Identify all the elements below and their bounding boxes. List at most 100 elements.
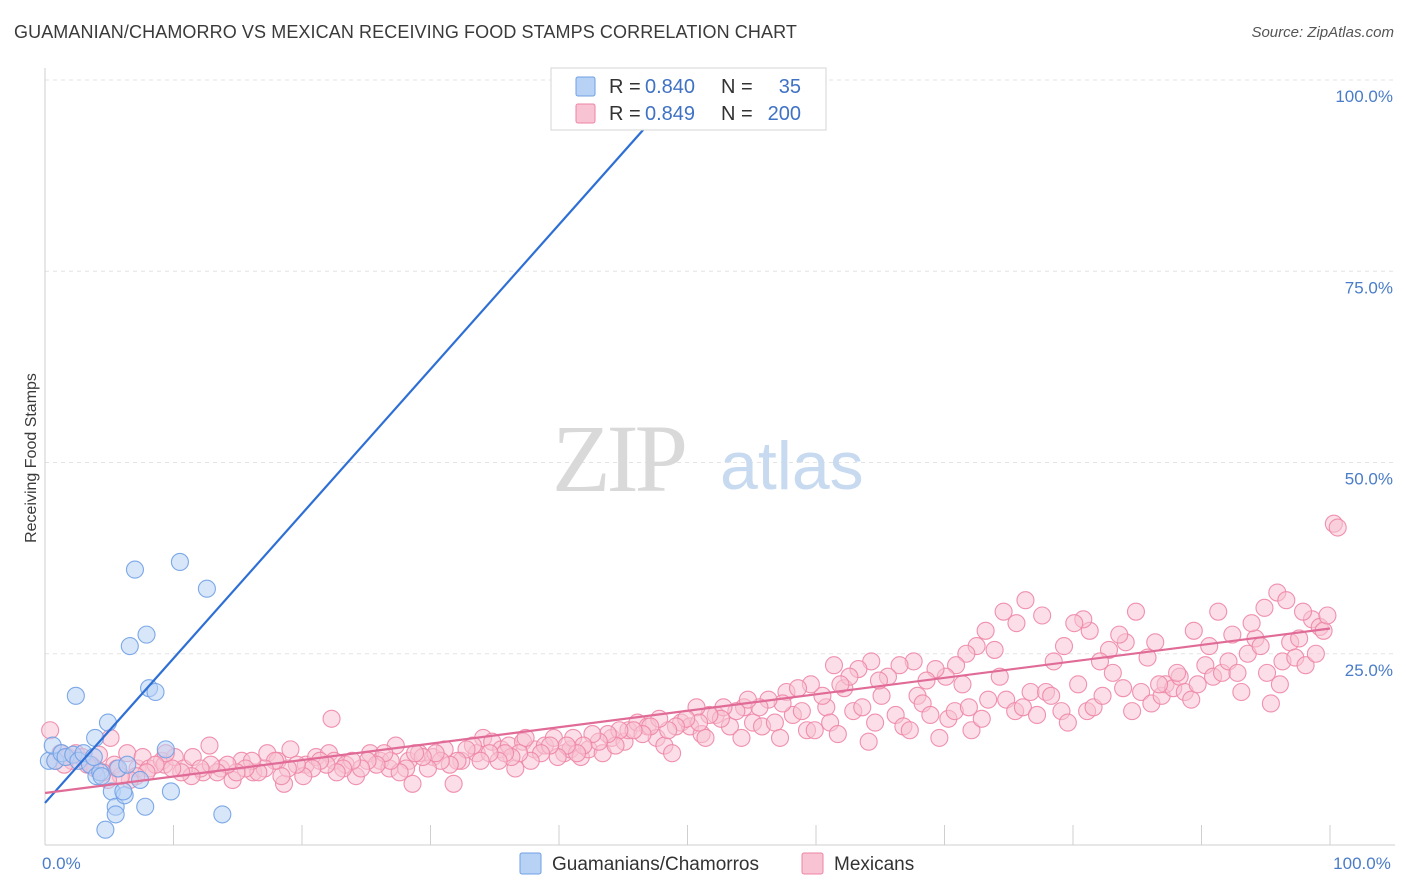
data-point [1184,621,1203,640]
data-point [1223,625,1242,644]
data-point [1306,644,1325,663]
data-point [953,675,972,694]
data-point [66,686,85,705]
data-point [994,602,1013,621]
y-tick-label: 50.0% [1345,470,1393,489]
data-point [1044,652,1063,671]
data-point [1126,602,1146,621]
data-point [41,721,60,740]
data-point [947,656,966,675]
bottom-legend: Guamanians/Chamorros Mexicans [519,852,914,875]
data-point [1150,675,1169,694]
watermark-zip: ZIP [552,405,685,512]
data-point [976,621,995,640]
bottom-legend-swatch [801,852,824,875]
axes-layer [44,68,1395,846]
data-point [831,675,850,694]
data-point [1054,637,1074,656]
data-point [118,755,137,774]
data-point [200,736,219,755]
data-point [1182,690,1201,709]
data-point [1042,686,1061,705]
data-point [805,721,824,740]
data-point [1013,698,1032,717]
data-point [101,728,120,747]
data-point [828,725,847,744]
data-point [114,782,133,801]
data-point [921,705,940,725]
data-point [1033,606,1052,625]
data-point [985,640,1004,659]
data-point [663,744,682,763]
chart-title: GUAMANIAN/CHAMORRO VS MEXICAN RECEIVING … [14,22,797,42]
data-point [853,698,872,717]
data-point [1228,663,1247,682]
data-point [125,560,144,579]
trend-layer [44,79,1331,804]
data-point [197,579,216,598]
data-point [1114,679,1133,698]
legend-n-value: 35 [779,76,801,98]
legend-n-value: 200 [768,103,801,125]
chart-source: Source: ZipAtlas.com [1251,24,1394,41]
data-point [1168,663,1187,682]
data-point [979,690,998,709]
data-point [1242,614,1261,633]
data-point [322,709,341,728]
data-point [859,732,878,751]
legend-r-value: 0.840 [645,76,695,98]
x-tick-label: 0.0% [42,854,81,873]
labels-layer: 25.0% 50.0% 75.0% 100.0% 0.0% 100.0% [42,87,1393,873]
data-point [770,728,790,747]
data-point [1110,625,1129,644]
data-point [86,728,105,747]
data-point [957,644,976,663]
series-points-guamanians [39,552,232,839]
data-point [1293,602,1313,621]
y-tick-label: 100.0% [1335,87,1393,106]
grid-layer [45,79,1395,655]
bottom-legend-swatch [519,852,542,875]
data-point [471,751,490,770]
data-point [813,686,832,705]
data-point [1103,663,1122,682]
y-tick-label: 25.0% [1345,661,1393,680]
bottom-legend-label: Guamanians/Chamorros [552,854,759,875]
x-tick-label: 100.0% [1333,854,1391,873]
data-point [170,552,189,572]
data-point [1188,675,1207,694]
trend-line-mexicans [44,627,1331,795]
data-point [98,713,118,732]
data-point [732,728,751,747]
legend-r-label: R = [609,76,641,98]
data-point [516,728,535,747]
data-point [92,767,111,786]
legend-stats-frame [550,67,827,131]
data-point [1200,637,1219,656]
data-point [765,713,784,732]
data-point [1021,682,1040,702]
trend-line-guamanians [44,79,689,804]
data-point [788,679,808,698]
data-point [1090,652,1110,671]
data-point [962,721,981,740]
data-point [1007,614,1026,633]
data-point [136,797,155,816]
data-point [137,625,156,644]
bottom-legend-label: Mexicans [834,854,914,875]
data-point [990,667,1009,686]
watermark-atlas: atlas [720,428,864,504]
data-point [1093,686,1112,705]
legend-n-label: N = [721,76,753,98]
data-point [1146,633,1165,652]
data-point [1255,598,1274,617]
legend-stats-swatch [575,103,596,124]
data-point [1016,591,1035,610]
data-point [1257,663,1277,682]
data-point [1318,606,1337,625]
data-point [972,709,991,728]
data-point [1027,705,1047,725]
legend-r-label: R = [609,103,641,125]
data-point [1232,682,1251,702]
